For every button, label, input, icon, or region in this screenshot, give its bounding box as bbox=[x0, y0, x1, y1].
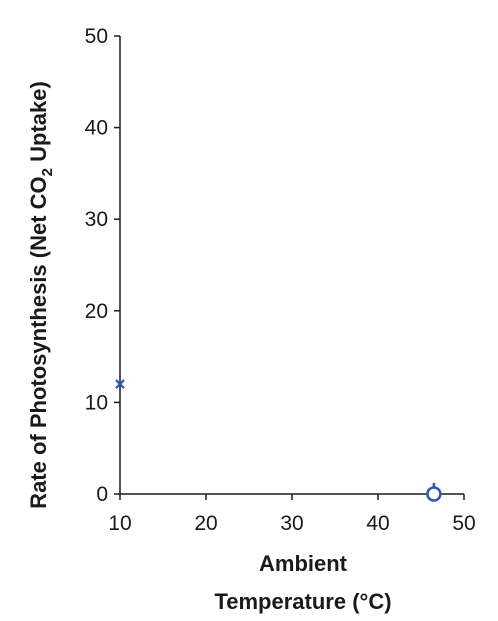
y-tick-label: 30 bbox=[85, 208, 108, 231]
axis-titles: Rate of Photosynthesis (Net CO2 Uptake) … bbox=[26, 81, 392, 614]
x-tick-label: 20 bbox=[194, 512, 217, 535]
y-tick-label: 50 bbox=[85, 25, 108, 48]
x-tick-label: 10 bbox=[108, 512, 131, 535]
data-point-circle bbox=[426, 486, 442, 502]
y-axis-title-subscript: 2 bbox=[39, 168, 56, 176]
y-tick-label: 10 bbox=[85, 391, 108, 414]
y-axis-title: Rate of Photosynthesis (Net CO2 Uptake) bbox=[26, 81, 56, 509]
y-tick-label: 0 bbox=[96, 483, 108, 506]
y-axis-title-main: Rate of Photosynthesis (Net CO bbox=[26, 176, 51, 508]
y-tick-label: 20 bbox=[85, 300, 108, 323]
axes bbox=[119, 36, 464, 495]
x-tick-label: 50 bbox=[452, 512, 475, 535]
y-axis-title-end: Uptake) bbox=[26, 81, 51, 168]
x-tick-label: 40 bbox=[366, 512, 389, 535]
data-points bbox=[115, 379, 442, 502]
data-point-cross bbox=[115, 379, 125, 389]
y-tick-label: 40 bbox=[85, 117, 108, 140]
cross-stroke bbox=[115, 379, 125, 389]
x-tick-label: 30 bbox=[280, 512, 303, 535]
x-axis-title-line-1: Ambient bbox=[259, 551, 348, 576]
x-axis-title-line-2: Temperature (°C) bbox=[214, 589, 391, 614]
